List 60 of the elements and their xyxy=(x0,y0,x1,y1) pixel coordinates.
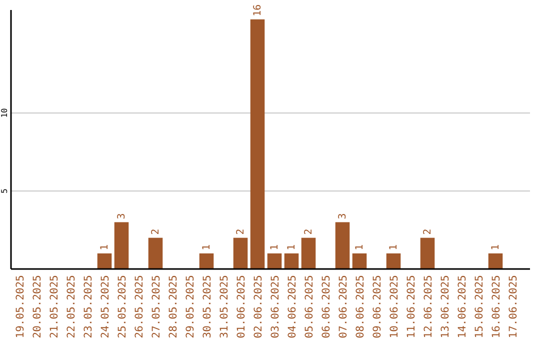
y-tick-label: 5 xyxy=(0,188,9,194)
x-tick-label: 15.06.2025 xyxy=(474,275,486,338)
x-tick-label: 16.06.2025 xyxy=(490,275,502,338)
bar xyxy=(199,253,214,269)
bar xyxy=(114,222,129,269)
bar xyxy=(267,253,282,269)
x-tick-label: 24.05.2025 xyxy=(100,275,112,338)
x-tick-label: 27.05.2025 xyxy=(150,275,162,338)
bar xyxy=(488,253,503,269)
bar xyxy=(97,253,112,269)
bar xyxy=(233,238,248,269)
bar xyxy=(284,253,299,269)
data-label: 2 xyxy=(304,228,314,235)
bar xyxy=(250,19,265,269)
x-tick-label: 02.06.2025 xyxy=(252,275,264,338)
data-label: 1 xyxy=(388,244,400,250)
x-tick-label: 28.05.2025 xyxy=(168,275,180,338)
x-tick-label: 21.05.2025 xyxy=(48,275,60,338)
data-label: 1 xyxy=(202,244,212,250)
x-tick-label: 26.05.2025 xyxy=(134,275,146,338)
data-label: 2 xyxy=(236,228,246,235)
data-label: 1 xyxy=(286,244,298,250)
x-tick-label: 25.05.2025 xyxy=(116,275,128,338)
x-tick-label: 05.06.2025 xyxy=(304,275,316,338)
x-tick-label: 09.06.2025 xyxy=(372,275,384,338)
x-tick-label: 17.06.2025 xyxy=(508,275,520,338)
x-tick-label: 12.06.2025 xyxy=(422,275,434,338)
bar xyxy=(386,253,401,269)
x-tick-label: 11.06.2025 xyxy=(406,275,418,338)
x-tick-label: 14.06.2025 xyxy=(456,275,468,338)
data-label: 1 xyxy=(100,244,110,250)
data-label: 1 xyxy=(354,244,366,250)
x-tick-label: 07.06.2025 xyxy=(338,275,350,338)
bar xyxy=(420,238,435,269)
x-tick-label: 01.06.2025 xyxy=(236,275,248,338)
x-tick-label: 10.06.2025 xyxy=(388,275,400,338)
data-label: 3 xyxy=(338,213,348,220)
data-label: 2 xyxy=(422,228,434,235)
x-tick-label: 20.05.2025 xyxy=(32,275,44,338)
x-tick-label: 03.06.2025 xyxy=(270,275,282,338)
bar xyxy=(352,253,367,269)
y-tick-label: 10 xyxy=(0,108,9,118)
data-label: 1 xyxy=(490,244,502,250)
x-tick-label: 29.05.2025 xyxy=(184,275,196,338)
x-tick-label: 06.06.2025 xyxy=(320,275,332,338)
x-tick-label: 22.05.2025 xyxy=(66,275,78,338)
x-tick-label: 23.05.2025 xyxy=(82,275,94,338)
x-tick-label: 19.05.2025 xyxy=(14,275,26,338)
x-tick-label: 13.06.2025 xyxy=(440,275,452,338)
bar xyxy=(301,238,316,269)
bar xyxy=(335,222,350,269)
x-tick-label: 08.06.2025 xyxy=(354,275,366,338)
x-tick-label: 04.06.2025 xyxy=(286,275,298,338)
x-tick-label: 30.05.2025 xyxy=(202,275,214,338)
x-tick-label: 31.05.2025 xyxy=(218,275,230,338)
data-label: 1 xyxy=(270,244,280,250)
data-label: 2 xyxy=(150,228,162,235)
data-label: 16 xyxy=(252,4,264,16)
bar xyxy=(148,238,163,269)
data-label: 3 xyxy=(116,213,128,220)
